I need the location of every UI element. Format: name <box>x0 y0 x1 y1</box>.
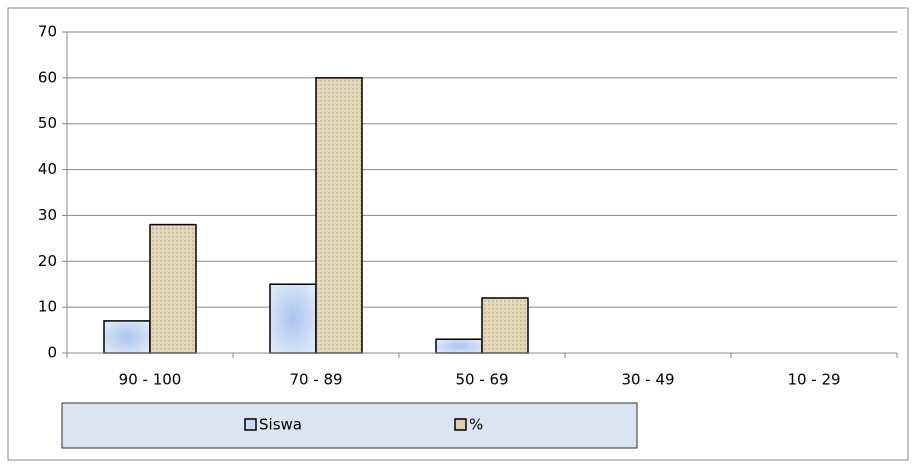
y-tick-label: 40 <box>38 160 57 178</box>
bar <box>103 320 151 354</box>
legend-label: Siswa <box>259 416 302 434</box>
legend-label: % <box>469 416 483 434</box>
x-tick-label: 50 - 69 <box>455 371 508 389</box>
chart-frame <box>7 7 909 461</box>
x-tick-label: 30 - 49 <box>621 371 674 389</box>
x-tick-label: 90 - 100 <box>119 371 182 389</box>
y-tick-label: 30 <box>38 206 57 224</box>
legend-swatch <box>244 418 257 431</box>
x-tick-label: 70 - 89 <box>289 371 342 389</box>
y-tick-label: 10 <box>38 298 57 316</box>
legend-box <box>61 402 638 449</box>
y-tick-label: 70 <box>38 23 57 41</box>
bar <box>435 338 483 354</box>
bar <box>269 283 317 354</box>
bar <box>481 297 529 354</box>
bar <box>315 77 363 354</box>
y-tick-label: 50 <box>38 114 57 132</box>
y-tick-label: 60 <box>38 68 57 86</box>
x-tick-label: 10 - 29 <box>787 371 840 389</box>
bar <box>149 223 197 354</box>
legend-swatch <box>454 418 467 431</box>
y-tick-label: 0 <box>47 344 57 362</box>
y-tick-label: 20 <box>38 252 57 270</box>
